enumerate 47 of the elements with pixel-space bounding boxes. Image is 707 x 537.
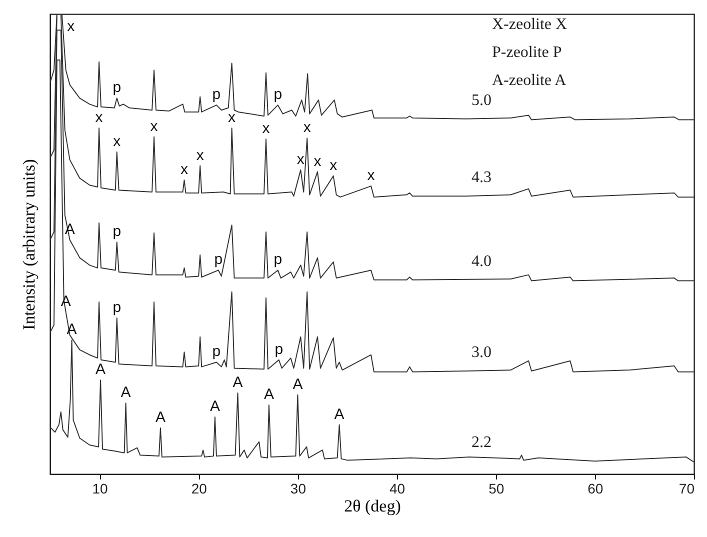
annotation: x	[196, 146, 204, 164]
annotation: p	[112, 223, 122, 240]
x-tick-label: 10	[92, 480, 108, 496]
annotation: x	[367, 167, 376, 184]
annotation: A	[232, 374, 243, 392]
x-tick-label: 30	[290, 480, 306, 496]
annotation: x	[228, 109, 236, 126]
x-tick-label: 20	[191, 480, 208, 496]
annotation: p	[212, 86, 221, 104]
series-label: 5.0	[471, 92, 492, 109]
annotation: A	[292, 376, 303, 393]
annotation: p	[274, 86, 282, 104]
series-label: 4.3	[471, 169, 492, 186]
x-tick-label: 60	[588, 480, 604, 496]
annotation: x	[113, 133, 122, 150]
annotation: x	[330, 156, 338, 174]
annotation: x	[180, 161, 188, 178]
annotation: p	[112, 299, 122, 316]
annotation: A	[96, 361, 106, 378]
annotation: A	[120, 384, 131, 402]
annotation: X-zeolite X	[492, 16, 568, 33]
annotation: A	[264, 386, 274, 403]
x-tick-label: 40	[389, 480, 406, 496]
annotation: A	[210, 398, 220, 415]
annotation: p	[274, 340, 284, 358]
series-label: 4.0	[471, 252, 492, 270]
annotation: x	[303, 119, 312, 136]
annotation: p	[214, 251, 223, 268]
x-tick-label: 70	[678, 480, 695, 496]
annotation: x	[67, 18, 76, 35]
annotation: A-zeolite A	[492, 72, 567, 89]
x-axis-title: 2θ (deg)	[344, 496, 401, 516]
annotation: x	[262, 120, 270, 138]
annotation: A	[155, 409, 166, 426]
y-axis-title: Intensity (arbitrary units)	[20, 159, 38, 330]
series-label: 3.0	[471, 344, 492, 361]
annotation: x	[95, 109, 104, 126]
annotation: x	[314, 152, 322, 170]
annotation: p	[274, 251, 282, 268]
series-label: 2.2	[471, 434, 492, 452]
annotation: A	[334, 406, 344, 423]
annotation: x	[150, 118, 158, 135]
annotation: p	[212, 343, 221, 360]
x-tick-label: 50	[488, 480, 504, 496]
annotation: P-zeolite P	[492, 44, 562, 61]
annotation: p	[112, 79, 122, 96]
annotation: x	[296, 150, 305, 168]
